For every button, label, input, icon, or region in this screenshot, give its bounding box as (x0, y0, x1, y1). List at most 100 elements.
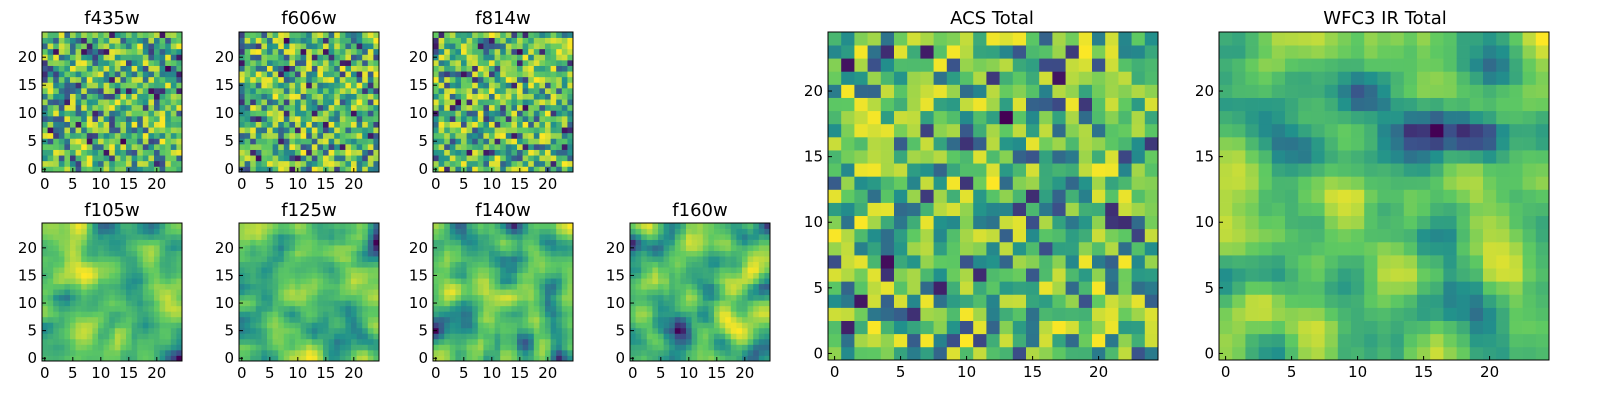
heatmap-cell (461, 223, 467, 229)
heatmap-cell (753, 234, 760, 240)
heatmap-cell (148, 32, 155, 38)
heatmap-cell (289, 48, 296, 55)
heatmap-cell (148, 65, 155, 72)
heatmap-cell (438, 333, 445, 340)
heatmap-cell (764, 278, 771, 285)
heatmap-cell (255, 88, 262, 94)
heatmap-cell (176, 305, 183, 312)
heatmap-cell (47, 256, 54, 262)
x-tick-label: 0 (431, 175, 441, 193)
heatmap-cell (345, 48, 352, 55)
heatmap-cell (946, 136, 961, 151)
heatmap-cell (500, 32, 507, 38)
heatmap-cell (669, 223, 676, 229)
heatmap-cell (64, 349, 71, 356)
heatmap-cell (261, 256, 268, 262)
heatmap-cell (261, 228, 268, 235)
heatmap-cell (730, 245, 737, 251)
heatmap-cell (261, 311, 268, 318)
heatmap-cell (652, 294, 659, 301)
heatmap-cell (533, 283, 540, 290)
heatmap-cell (53, 327, 60, 334)
heatmap-cell (148, 127, 155, 134)
heatmap-cell (362, 93, 369, 100)
heatmap-cell (758, 267, 765, 274)
heatmap-cell (708, 305, 715, 312)
heatmap-cell (483, 71, 490, 78)
heatmap-cell (505, 127, 512, 134)
heatmap-cell (697, 294, 704, 301)
heatmap-cell (999, 163, 1014, 177)
heatmap-cell (652, 228, 659, 235)
heatmap-cell (148, 333, 155, 340)
heatmap-cell (433, 32, 439, 38)
heatmap-cell (283, 166, 290, 173)
heatmap-cell (466, 344, 473, 351)
heatmap-cell (517, 245, 523, 251)
heatmap-cell (64, 316, 71, 323)
heatmap-cell (725, 300, 732, 307)
heatmap-cell (362, 43, 369, 50)
heatmap-cell (295, 54, 301, 61)
heatmap-cell (550, 54, 557, 61)
heatmap-cell (567, 349, 574, 356)
heatmap-cell (86, 256, 93, 262)
heatmap-cell (351, 338, 357, 345)
heatmap-cell (736, 338, 743, 345)
heatmap-cell (328, 316, 335, 323)
heatmap-cell (658, 272, 664, 279)
heatmap-cell (367, 294, 374, 301)
heatmap-cell (867, 176, 882, 190)
heatmap-cell (641, 316, 648, 323)
heatmap-cell (674, 305, 681, 312)
heatmap-cell (461, 149, 467, 156)
heatmap-cell (736, 355, 743, 362)
heatmap-cell (114, 76, 121, 83)
heatmap-cell (362, 272, 369, 279)
heatmap-cell (663, 355, 670, 362)
heatmap-cell (505, 300, 512, 307)
heatmap-cell (1012, 268, 1027, 282)
heatmap-cell (472, 338, 479, 345)
heatmap-cell (311, 311, 318, 318)
heatmap-cell (960, 150, 974, 164)
heatmap-cell (267, 245, 273, 251)
heatmap-cell (261, 223, 268, 229)
heatmap-cell (306, 272, 313, 279)
heatmap-cell (283, 110, 290, 117)
heatmap-cell (652, 234, 659, 240)
heatmap-cell (373, 305, 380, 312)
heatmap-cell (250, 261, 257, 268)
heatmap-cell (528, 278, 535, 285)
heatmap-cell (764, 338, 771, 345)
heatmap-cell (753, 311, 760, 318)
heatmap-cell (345, 283, 352, 290)
heatmap-cell (500, 43, 507, 50)
heatmap-cell (328, 322, 335, 329)
heatmap-cell (466, 166, 473, 173)
heatmap-cell (477, 32, 484, 38)
heatmap-cell (142, 261, 149, 268)
heatmap-cell (461, 228, 467, 235)
heatmap-cell (137, 88, 144, 94)
heatmap-cell (697, 261, 704, 268)
heatmap-cell (894, 346, 908, 361)
heatmap-cell (244, 228, 251, 235)
heatmap-cell (154, 48, 160, 55)
heatmap-cell (461, 256, 467, 262)
heatmap-cell (351, 234, 357, 240)
heatmap-cell (920, 281, 934, 295)
heatmap-cell (103, 223, 110, 229)
heatmap-cell (126, 261, 132, 268)
heatmap-cell (550, 76, 557, 83)
heatmap-cell (58, 121, 65, 128)
heatmap-cell (345, 349, 352, 356)
heatmap-cell (680, 327, 687, 334)
heatmap-cell (545, 327, 551, 334)
heatmap-cell (75, 228, 82, 235)
heatmap-cell (103, 327, 110, 334)
heatmap-cell (278, 121, 285, 128)
heatmap-cell (306, 234, 313, 240)
heatmap-cell (92, 116, 99, 122)
heatmap-cell (1039, 333, 1053, 348)
